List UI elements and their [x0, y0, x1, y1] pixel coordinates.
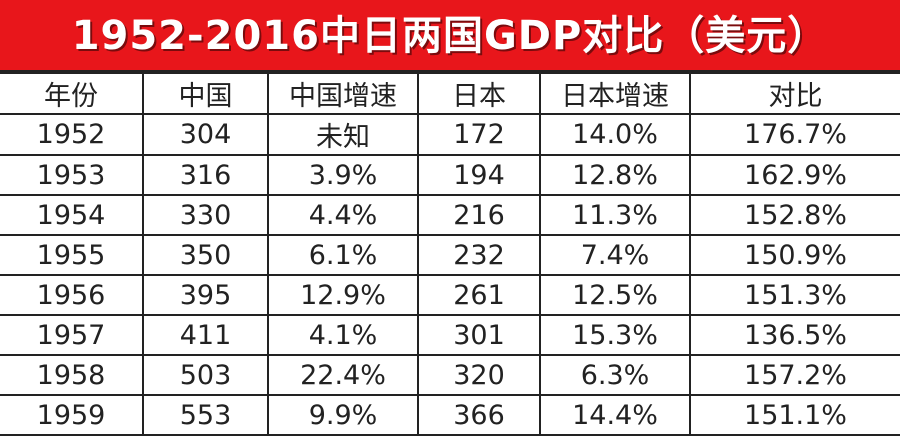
table-cell: 366: [417, 394, 541, 436]
title-bar: 1952-2016中日两国GDP对比（美元）: [0, 0, 900, 72]
table-cell: 14.4%: [539, 394, 691, 436]
table-cell: 12.5%: [539, 274, 691, 316]
table-cell: 232: [417, 234, 541, 276]
table-row: 1952 304 未知 172 14.0% 176.7%: [0, 113, 900, 156]
column-header: 中国增速: [267, 72, 419, 115]
table-cell: 12.9%: [267, 274, 419, 316]
table-cell: 14.0%: [539, 113, 691, 156]
table-cell: 1954: [0, 194, 144, 236]
table-cell: 304: [142, 113, 269, 156]
table-cell: 3.9%: [267, 154, 419, 196]
table-row: 1957 411 4.1% 301 15.3% 136.5%: [0, 314, 900, 356]
table-cell: 1956: [0, 274, 144, 316]
table-cell: 216: [417, 194, 541, 236]
table-cell: 301: [417, 314, 541, 356]
table-body: 1952 304 未知 172 14.0% 176.7% 1953 316 3.9% 194 12.…: [0, 113, 900, 436]
table-cell: 553: [142, 394, 269, 436]
table-cell: 1957: [0, 314, 144, 356]
table-cell: 151.3%: [689, 274, 900, 316]
table-cell: 261: [417, 274, 541, 316]
table-cell: 150.9%: [689, 234, 900, 276]
column-header: 中国: [142, 72, 269, 115]
table-cell: 316: [142, 154, 269, 196]
table-cell: 12.8%: [539, 154, 691, 196]
table-cell: 330: [142, 194, 269, 236]
table-cell: 176.7%: [689, 113, 900, 156]
table-cell: 7.4%: [539, 234, 691, 276]
table-cell: 15.3%: [539, 314, 691, 356]
table-row: 1959 553 9.9% 366 14.4% 151.1%: [0, 394, 900, 436]
table-cell: 162.9%: [689, 154, 900, 196]
table-cell: 1955: [0, 234, 144, 276]
table-cell: 1952: [0, 113, 144, 156]
table-row: 1956 395 12.9% 261 12.5% 151.3%: [0, 274, 900, 316]
table-row: 1953 316 3.9% 194 12.8% 162.9%: [0, 154, 900, 196]
table-cell: 未知: [267, 113, 419, 156]
table-row: 1954 330 4.4% 216 11.3% 152.8%: [0, 194, 900, 236]
table-cell: 136.5%: [689, 314, 900, 356]
table-cell: 157.2%: [689, 354, 900, 396]
table-cell: 9.9%: [267, 394, 419, 436]
table-cell: 395: [142, 274, 269, 316]
table-cell: 11.3%: [539, 194, 691, 236]
column-header: 对比: [689, 72, 900, 115]
column-header: 日本增速: [539, 72, 691, 115]
table-cell: 320: [417, 354, 541, 396]
table-row: 1958 503 22.4% 320 6.3% 157.2%: [0, 354, 900, 396]
table-cell: 6.3%: [539, 354, 691, 396]
table-cell: 503: [142, 354, 269, 396]
table-cell: 172: [417, 113, 541, 156]
table-cell: 194: [417, 154, 541, 196]
table-cell: 4.4%: [267, 194, 419, 236]
table-cell: 350: [142, 234, 269, 276]
table-cell: 411: [142, 314, 269, 356]
table-cell: 22.4%: [267, 354, 419, 396]
table-cell: 1959: [0, 394, 144, 436]
gdp-table: 年份 中国 中国增速 日本 日本增速 对比 1952 304 未知 172 14.0% 176.7%…: [0, 72, 900, 436]
table-cell: 151.1%: [689, 394, 900, 436]
header-row: 年份 中国 中国增速 日本 日本增速 对比: [0, 72, 900, 115]
table-cell: 152.8%: [689, 194, 900, 236]
table-row: 1955 350 6.1% 232 7.4% 150.9%: [0, 234, 900, 276]
column-header: 年份: [0, 72, 144, 115]
table-cell: 1958: [0, 354, 144, 396]
column-header: 日本: [417, 72, 541, 115]
table-cell: 4.1%: [267, 314, 419, 356]
table-cell: 6.1%: [267, 234, 419, 276]
table-cell: 1953: [0, 154, 144, 196]
